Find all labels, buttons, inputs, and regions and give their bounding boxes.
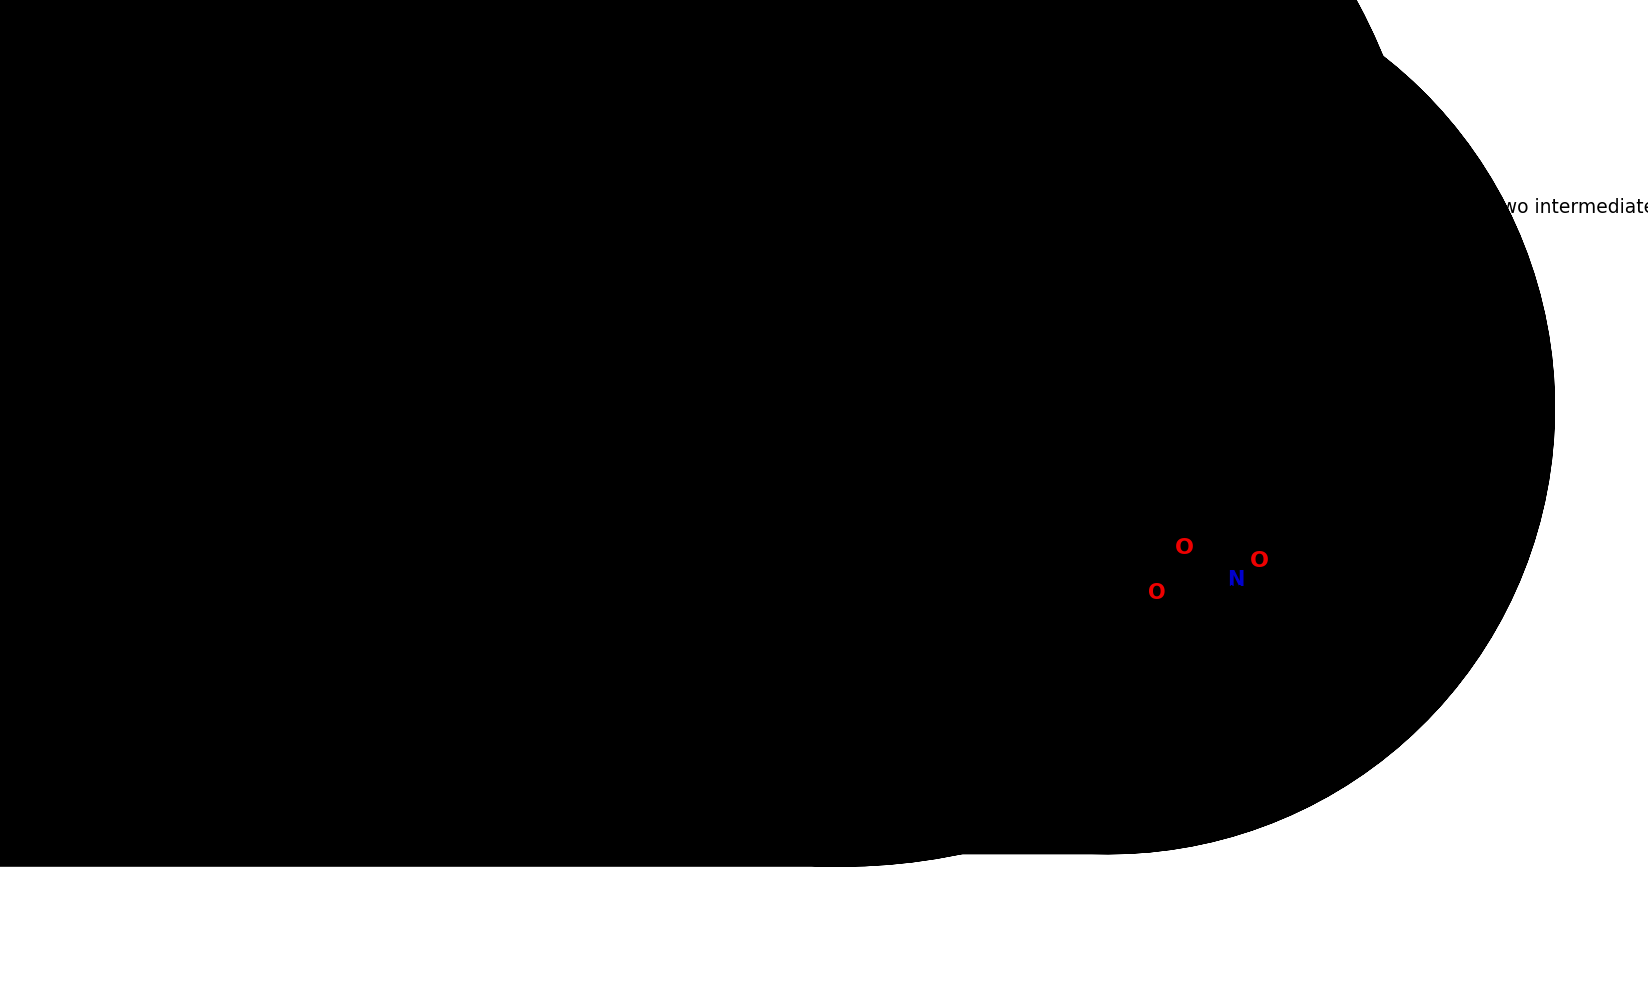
Text: H: H [1229,584,1243,602]
Text: O: O [1175,538,1193,558]
Text: O: O [654,226,672,246]
Text: CH₃: CH₃ [1287,571,1322,589]
Text: H₃C: H₃C [751,261,783,279]
Text: H₃C: H₃C [751,389,783,407]
Text: CH₃: CH₃ [1063,262,1096,280]
Text: N: N [669,392,687,412]
Text: OH: OH [804,406,837,425]
Text: N: N [1226,570,1244,590]
Text: O: O [1149,583,1165,604]
Text: ⊖: ⊖ [806,255,817,269]
Text: H₃C: H₃C [751,406,783,424]
Text: Use the spaces provided.  (10 points): Use the spaces provided. (10 points) [613,213,964,232]
Text: O: O [1251,551,1269,571]
Text: OH: OH [804,278,837,297]
Text: O: O [722,234,742,253]
Text: Create OscerSketch Answer 5: Create OscerSketch Answer 5 [613,782,860,801]
Text: O: O [654,353,672,373]
Text: O: O [1025,243,1043,262]
Text: H₃C: H₃C [887,275,920,293]
Text: ⊖: ⊖ [806,383,817,397]
Text: H₃C: H₃C [600,394,634,412]
Text: O: O [793,260,809,280]
Text: H₃C: H₃C [751,278,783,296]
Text: H₃C: H₃C [600,266,634,284]
Text: N: N [1002,261,1018,281]
Text: H: H [1004,274,1017,292]
Text: H₃C: H₃C [1112,584,1145,603]
Text: O: O [722,361,742,381]
Text: N: N [669,264,687,284]
Text: O: O [793,388,809,408]
Text: Provide a curved arrow mechanism of the following reaction. Your mechanism shoul: Provide a curved arrow mechanism of the … [613,198,1648,217]
Text: O: O [949,229,969,249]
Text: O: O [923,274,941,294]
